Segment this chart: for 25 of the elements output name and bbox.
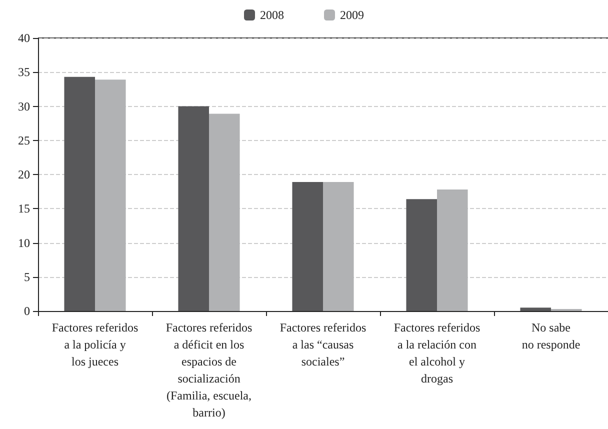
y-tick-label: 20 — [18, 168, 30, 182]
y-tick-label: 30 — [18, 99, 30, 114]
bar — [437, 190, 468, 311]
y-tick-label: 35 — [18, 65, 30, 80]
x-tick-label: Factores referidos a la policía y los jueces — [52, 320, 138, 368]
y-tick-label: 25 — [18, 133, 30, 148]
x-tick-label: Factores referidos a las “causas sociales” — [280, 320, 366, 368]
y-tick-label: 40 — [18, 31, 30, 45]
legend-label: 2008 — [260, 8, 284, 22]
y-tick-label: 10 — [18, 236, 30, 250]
y-tick-label: 5 — [24, 270, 30, 284]
bar — [406, 199, 437, 311]
bar — [323, 182, 354, 311]
bar — [95, 80, 126, 311]
x-tick-label: Factores referidos a déficit en los espacios de socialización (Familia, escuela, barrio) — [166, 320, 252, 420]
x-tick-label: Factores referidos a la relación con el alcohol y drogas — [394, 320, 480, 386]
bar — [178, 106, 209, 311]
bar — [209, 114, 240, 311]
bar — [292, 182, 323, 311]
legend-label: 2009 — [340, 8, 364, 22]
bar — [64, 76, 95, 311]
y-tick-label: 0 — [24, 304, 30, 318]
x-tick-label: No sabe no responde — [522, 320, 580, 352]
y-tick-label: 15 — [18, 202, 30, 216]
bar — [520, 308, 551, 311]
